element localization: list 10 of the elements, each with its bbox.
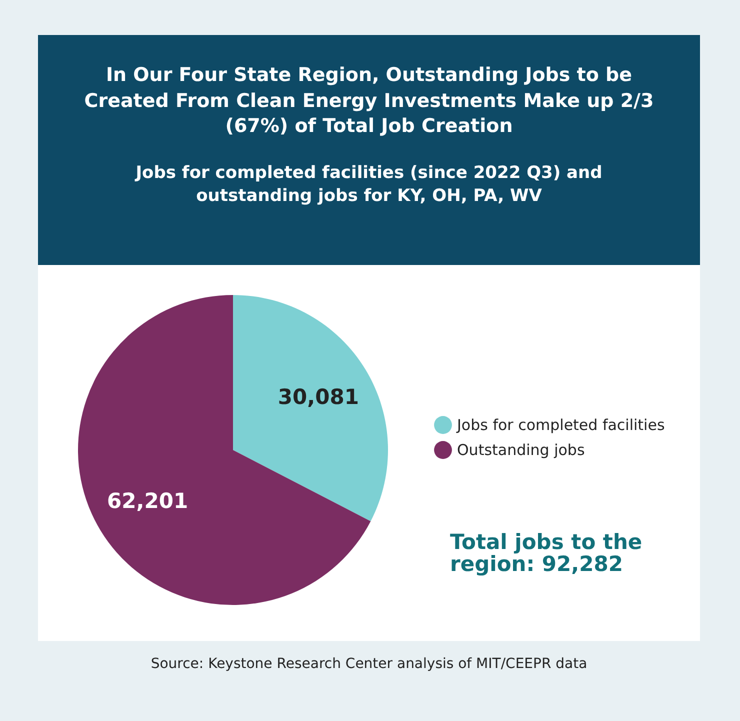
chart-title: In Our Four State Region, Outstanding Jobs to be Created From Clean Energy Investments Make up 2/3 (67%) of Total Job Creation: [83, 63, 655, 140]
text: Total jobs to the region: 92,282: [450, 530, 644, 576]
chart-subtitle: Jobs for completed facilities (since 2022 Q3) and outstanding jobs for KY, OH, PA, WV: [134, 162, 604, 208]
source-note: Source: Keystone Research Center analysis of MIT/CEEPR data: [150, 655, 588, 674]
legend-label: Outstanding jobs: [457, 441, 585, 459]
data-label: 30,081: [278, 385, 359, 410]
legend-label: Jobs for completed facilities: [456, 416, 665, 434]
data-label: 62,201: [107, 488, 188, 513]
pie-slice: [78, 295, 371, 605]
pie-slice: [233, 295, 388, 522]
